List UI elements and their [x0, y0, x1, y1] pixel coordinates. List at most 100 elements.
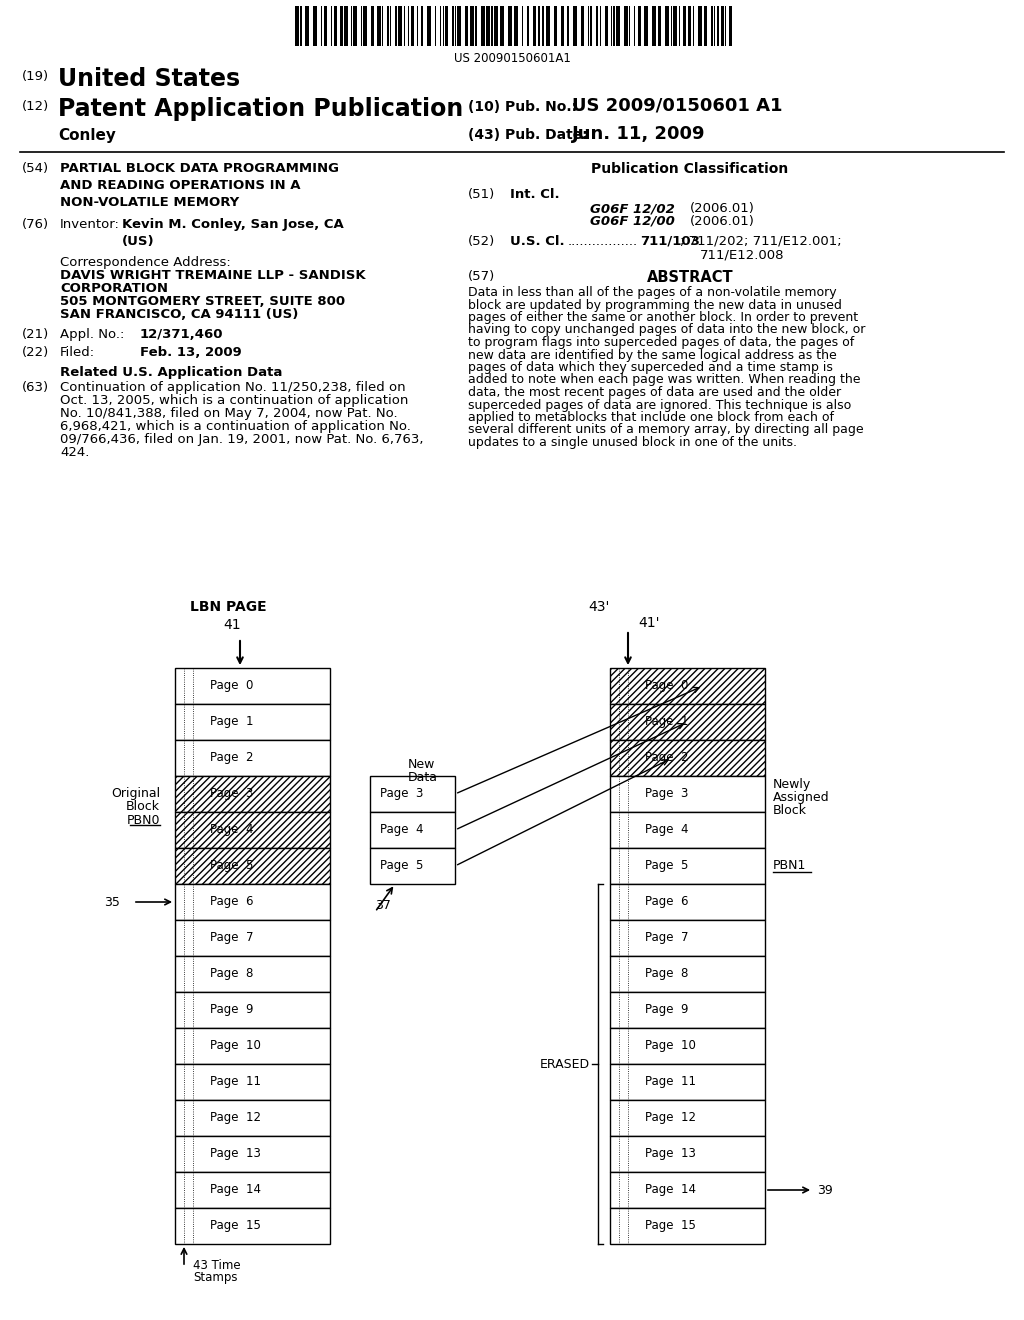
Bar — [470, 7, 474, 46]
Text: Page  9: Page 9 — [645, 1003, 688, 1016]
Text: US 2009/0150601 A1: US 2009/0150601 A1 — [572, 96, 782, 115]
Bar — [175, 1028, 330, 1064]
Bar — [581, 7, 584, 46]
Text: Page  3: Page 3 — [645, 788, 688, 800]
Bar — [638, 7, 641, 46]
Bar — [175, 1172, 330, 1208]
Bar — [616, 7, 620, 46]
Bar — [295, 7, 299, 46]
Bar — [371, 7, 374, 46]
Text: (10) Pub. No.:: (10) Pub. No.: — [468, 100, 578, 114]
Text: Page  2: Page 2 — [645, 751, 688, 764]
Bar — [494, 7, 498, 46]
Text: Newly: Newly — [773, 777, 811, 791]
Bar — [673, 7, 677, 46]
Text: (22): (22) — [22, 346, 49, 359]
Bar — [508, 7, 512, 46]
Text: 39: 39 — [817, 1184, 833, 1196]
Text: 424.: 424. — [60, 446, 89, 459]
Text: 41': 41' — [638, 616, 659, 630]
Bar — [175, 776, 330, 812]
Bar — [542, 7, 544, 46]
Bar — [573, 7, 577, 46]
Text: ABSTRACT: ABSTRACT — [647, 271, 733, 285]
Bar — [610, 1100, 765, 1137]
Text: Page  3: Page 3 — [380, 788, 423, 800]
Text: (2006.01): (2006.01) — [690, 202, 755, 215]
Text: Page  4: Page 4 — [210, 824, 254, 837]
Bar — [175, 704, 330, 741]
Bar — [465, 7, 468, 46]
Bar — [610, 668, 765, 704]
Text: Page  11: Page 11 — [645, 1076, 696, 1089]
Text: 12/371,460: 12/371,460 — [140, 327, 223, 341]
Bar — [175, 920, 330, 956]
Text: applied to metablocks that include one block from each of: applied to metablocks that include one b… — [468, 411, 834, 424]
Text: Page  0: Page 0 — [645, 680, 688, 693]
Bar — [610, 993, 765, 1028]
Text: (57): (57) — [468, 271, 496, 282]
Bar — [324, 7, 327, 46]
Text: Page  6: Page 6 — [645, 895, 688, 908]
Text: New: New — [408, 758, 435, 771]
Bar — [175, 1137, 330, 1172]
Text: (54): (54) — [22, 162, 49, 176]
Bar — [175, 847, 330, 884]
Bar — [711, 7, 713, 46]
Text: SAN FRANCISCO, CA 94111 (US): SAN FRANCISCO, CA 94111 (US) — [60, 308, 298, 321]
Text: Assigned: Assigned — [773, 791, 829, 804]
Bar — [175, 847, 330, 884]
Text: Appl. No.:: Appl. No.: — [60, 327, 124, 341]
Text: several different units of a memory array, by directing all page: several different units of a memory arra… — [468, 424, 863, 437]
Text: Original: Original — [111, 787, 160, 800]
Text: Stamps: Stamps — [193, 1271, 238, 1284]
Text: Block: Block — [773, 804, 807, 817]
Text: G06F 12/02: G06F 12/02 — [590, 202, 675, 215]
Bar — [610, 1028, 765, 1064]
Bar — [610, 776, 765, 812]
Bar — [610, 741, 765, 776]
Text: Page  14: Page 14 — [645, 1184, 696, 1196]
Bar — [387, 7, 389, 46]
Bar — [475, 7, 477, 46]
Bar — [175, 776, 330, 812]
Text: Continuation of application No. 11/250,238, filed on: Continuation of application No. 11/250,2… — [60, 381, 406, 393]
Bar — [610, 847, 765, 884]
Bar — [610, 884, 765, 920]
Text: (63): (63) — [22, 381, 49, 393]
Bar — [698, 7, 702, 46]
Text: Page  2: Page 2 — [210, 751, 254, 764]
Text: Page  7: Page 7 — [210, 932, 254, 945]
Text: data, the most recent pages of data are used and the older: data, the most recent pages of data are … — [468, 385, 841, 399]
Text: Page  8: Page 8 — [645, 968, 688, 981]
Text: Page  15: Page 15 — [210, 1220, 261, 1233]
Bar — [452, 7, 454, 46]
Text: (76): (76) — [22, 218, 49, 231]
Bar — [610, 956, 765, 993]
Text: Conley: Conley — [58, 128, 116, 143]
Text: Page  8: Page 8 — [210, 968, 253, 981]
Bar — [624, 7, 628, 46]
Bar — [305, 7, 309, 46]
Bar — [596, 7, 598, 46]
Bar — [688, 7, 691, 46]
Text: updates to a single unused block in one of the units.: updates to a single unused block in one … — [468, 436, 797, 449]
Bar — [610, 1172, 765, 1208]
Text: Page  12: Page 12 — [645, 1111, 696, 1125]
Text: (51): (51) — [468, 187, 496, 201]
Text: ; 711/202; 711/E12.001;: ; 711/202; 711/E12.001; — [680, 235, 842, 248]
Bar — [610, 741, 765, 776]
Text: Kevin M. Conley, San Jose, CA
(US): Kevin M. Conley, San Jose, CA (US) — [122, 218, 344, 248]
Bar — [395, 7, 397, 46]
Text: 35: 35 — [104, 895, 120, 908]
Text: CORPORATION: CORPORATION — [60, 282, 168, 294]
Bar — [729, 7, 732, 46]
Bar — [721, 7, 724, 46]
Text: new data are identified by the same logical address as the: new data are identified by the same logi… — [468, 348, 837, 362]
Text: Page  10: Page 10 — [645, 1040, 696, 1052]
Text: (2006.01): (2006.01) — [690, 215, 755, 228]
Bar — [370, 812, 455, 847]
Bar — [610, 920, 765, 956]
Text: Data in less than all of the pages of a non-volatile memory: Data in less than all of the pages of a … — [468, 286, 837, 300]
Text: 41: 41 — [223, 618, 241, 632]
